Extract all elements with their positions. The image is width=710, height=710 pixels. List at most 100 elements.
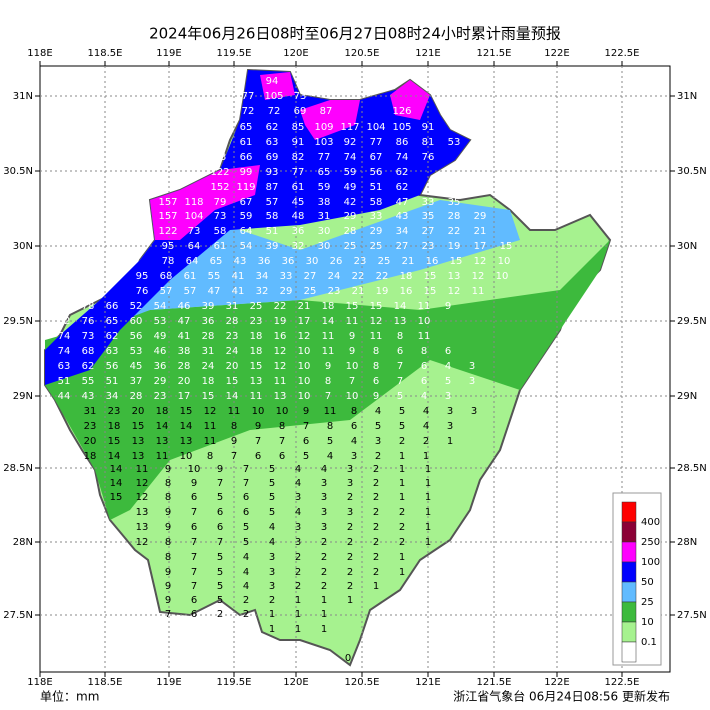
station-value: 2 <box>243 595 249 606</box>
station-value: 9 <box>191 478 197 489</box>
station-value: 66 <box>240 152 253 163</box>
lon-label-bottom: 121E <box>415 677 440 688</box>
station-value: 2 <box>295 552 301 563</box>
station-value: 38 <box>178 346 191 357</box>
lon-label-bottom: 118E <box>27 677 52 688</box>
station-value: 9 <box>165 567 171 578</box>
station-value: 31 <box>84 406 97 417</box>
station-value: 63 <box>266 137 279 148</box>
station-value: 10 <box>298 346 311 357</box>
station-value: 15 <box>108 436 121 447</box>
station-value: 23 <box>84 421 97 432</box>
station-value: 79 <box>214 197 227 208</box>
station-value: 63 <box>106 346 119 357</box>
station-value: 82 <box>58 316 71 327</box>
lat-label-right: 28N <box>677 537 697 548</box>
station-value: 45 <box>292 197 305 208</box>
station-value: 14 <box>108 451 121 462</box>
station-value: 41 <box>232 286 245 297</box>
station-value: 4 <box>295 507 301 518</box>
station-value: 6 <box>243 492 249 503</box>
station-value: 2 <box>373 537 379 548</box>
station-value: 7 <box>397 361 403 372</box>
station-value: 61 <box>184 271 197 282</box>
station-value: 126 <box>392 106 411 117</box>
station-value: 2 <box>373 507 379 518</box>
station-value: 14 <box>226 391 239 402</box>
station-value: 2 <box>373 492 379 503</box>
station-value: 7 <box>191 567 197 578</box>
station-value: 94 <box>266 76 279 87</box>
station-value: 6 <box>243 507 249 518</box>
station-value: 7 <box>397 376 403 387</box>
station-value: 16 <box>400 286 413 297</box>
station-value: 28 <box>178 361 191 372</box>
station-value: 13 <box>136 522 149 533</box>
station-value: 10 <box>276 406 289 417</box>
region-magenta <box>260 72 295 100</box>
station-value: 27 <box>304 271 317 282</box>
station-value: 4 <box>243 552 249 563</box>
station-value: 7 <box>243 464 249 475</box>
station-value: 5 <box>217 581 223 592</box>
station-value: 36 <box>202 316 215 327</box>
station-value: 1 <box>425 537 431 548</box>
station-value: 7 <box>231 451 237 462</box>
station-value: 20 <box>84 436 97 447</box>
station-value: 5 <box>269 492 275 503</box>
station-value: 12 <box>136 492 149 503</box>
legend-label: 250 <box>641 537 660 548</box>
station-value: 4 <box>445 361 451 372</box>
station-value: 11 <box>418 331 431 342</box>
legend-swatch <box>621 641 637 663</box>
station-value: 51 <box>266 226 279 237</box>
station-value: 54 <box>240 241 253 252</box>
station-value: 95 <box>136 271 149 282</box>
station-value: 9 <box>165 464 171 475</box>
station-value: 11 <box>370 331 383 342</box>
station-value: 3 <box>295 537 301 548</box>
station-value: 61 <box>240 137 253 148</box>
station-value: 2 <box>347 552 353 563</box>
station-value: 5 <box>243 537 249 548</box>
station-value: 11 <box>346 316 359 327</box>
station-value: 99 <box>240 167 253 178</box>
station-value: 23 <box>328 286 341 297</box>
station-value: 14 <box>180 421 193 432</box>
station-value: 6 <box>397 346 403 357</box>
station-value: 28 <box>448 211 461 222</box>
station-value: 6 <box>373 376 379 387</box>
station-value: 32 <box>256 286 269 297</box>
station-value: 33 <box>280 271 293 282</box>
station-value: 13 <box>180 436 193 447</box>
station-value: 8 <box>231 421 237 432</box>
station-value: 15 <box>180 406 193 417</box>
station-value: 2 <box>269 595 275 606</box>
station-value: 14 <box>110 464 123 475</box>
station-value: 19 <box>274 316 287 327</box>
region-magenta <box>390 80 430 120</box>
station-value: 92 <box>344 137 357 148</box>
station-value: 5 <box>445 376 451 387</box>
station-value: 3 <box>347 464 353 475</box>
lon-label-top: 121.5E <box>477 48 512 59</box>
station-value: 1 <box>399 478 405 489</box>
station-value: 57 <box>160 286 173 297</box>
station-value: 5 <box>217 492 223 503</box>
lon-label-top: 119E <box>156 48 181 59</box>
station-value: 67 <box>370 152 383 163</box>
station-value: 10 <box>346 391 359 402</box>
station-value: 3 <box>269 567 275 578</box>
station-value: 23 <box>422 241 435 252</box>
station-value: 16 <box>274 331 287 342</box>
station-value: 47 <box>178 316 191 327</box>
station-value: 3 <box>469 361 475 372</box>
station-value: 5 <box>399 406 405 417</box>
legend-swatch <box>621 521 637 543</box>
station-value: 1 <box>399 567 405 578</box>
station-value: 9 <box>325 361 331 372</box>
station-value: 25 <box>344 241 357 252</box>
station-value: 64 <box>186 256 199 267</box>
station-value: 36 <box>292 226 305 237</box>
legend-label: 10 <box>641 617 654 628</box>
